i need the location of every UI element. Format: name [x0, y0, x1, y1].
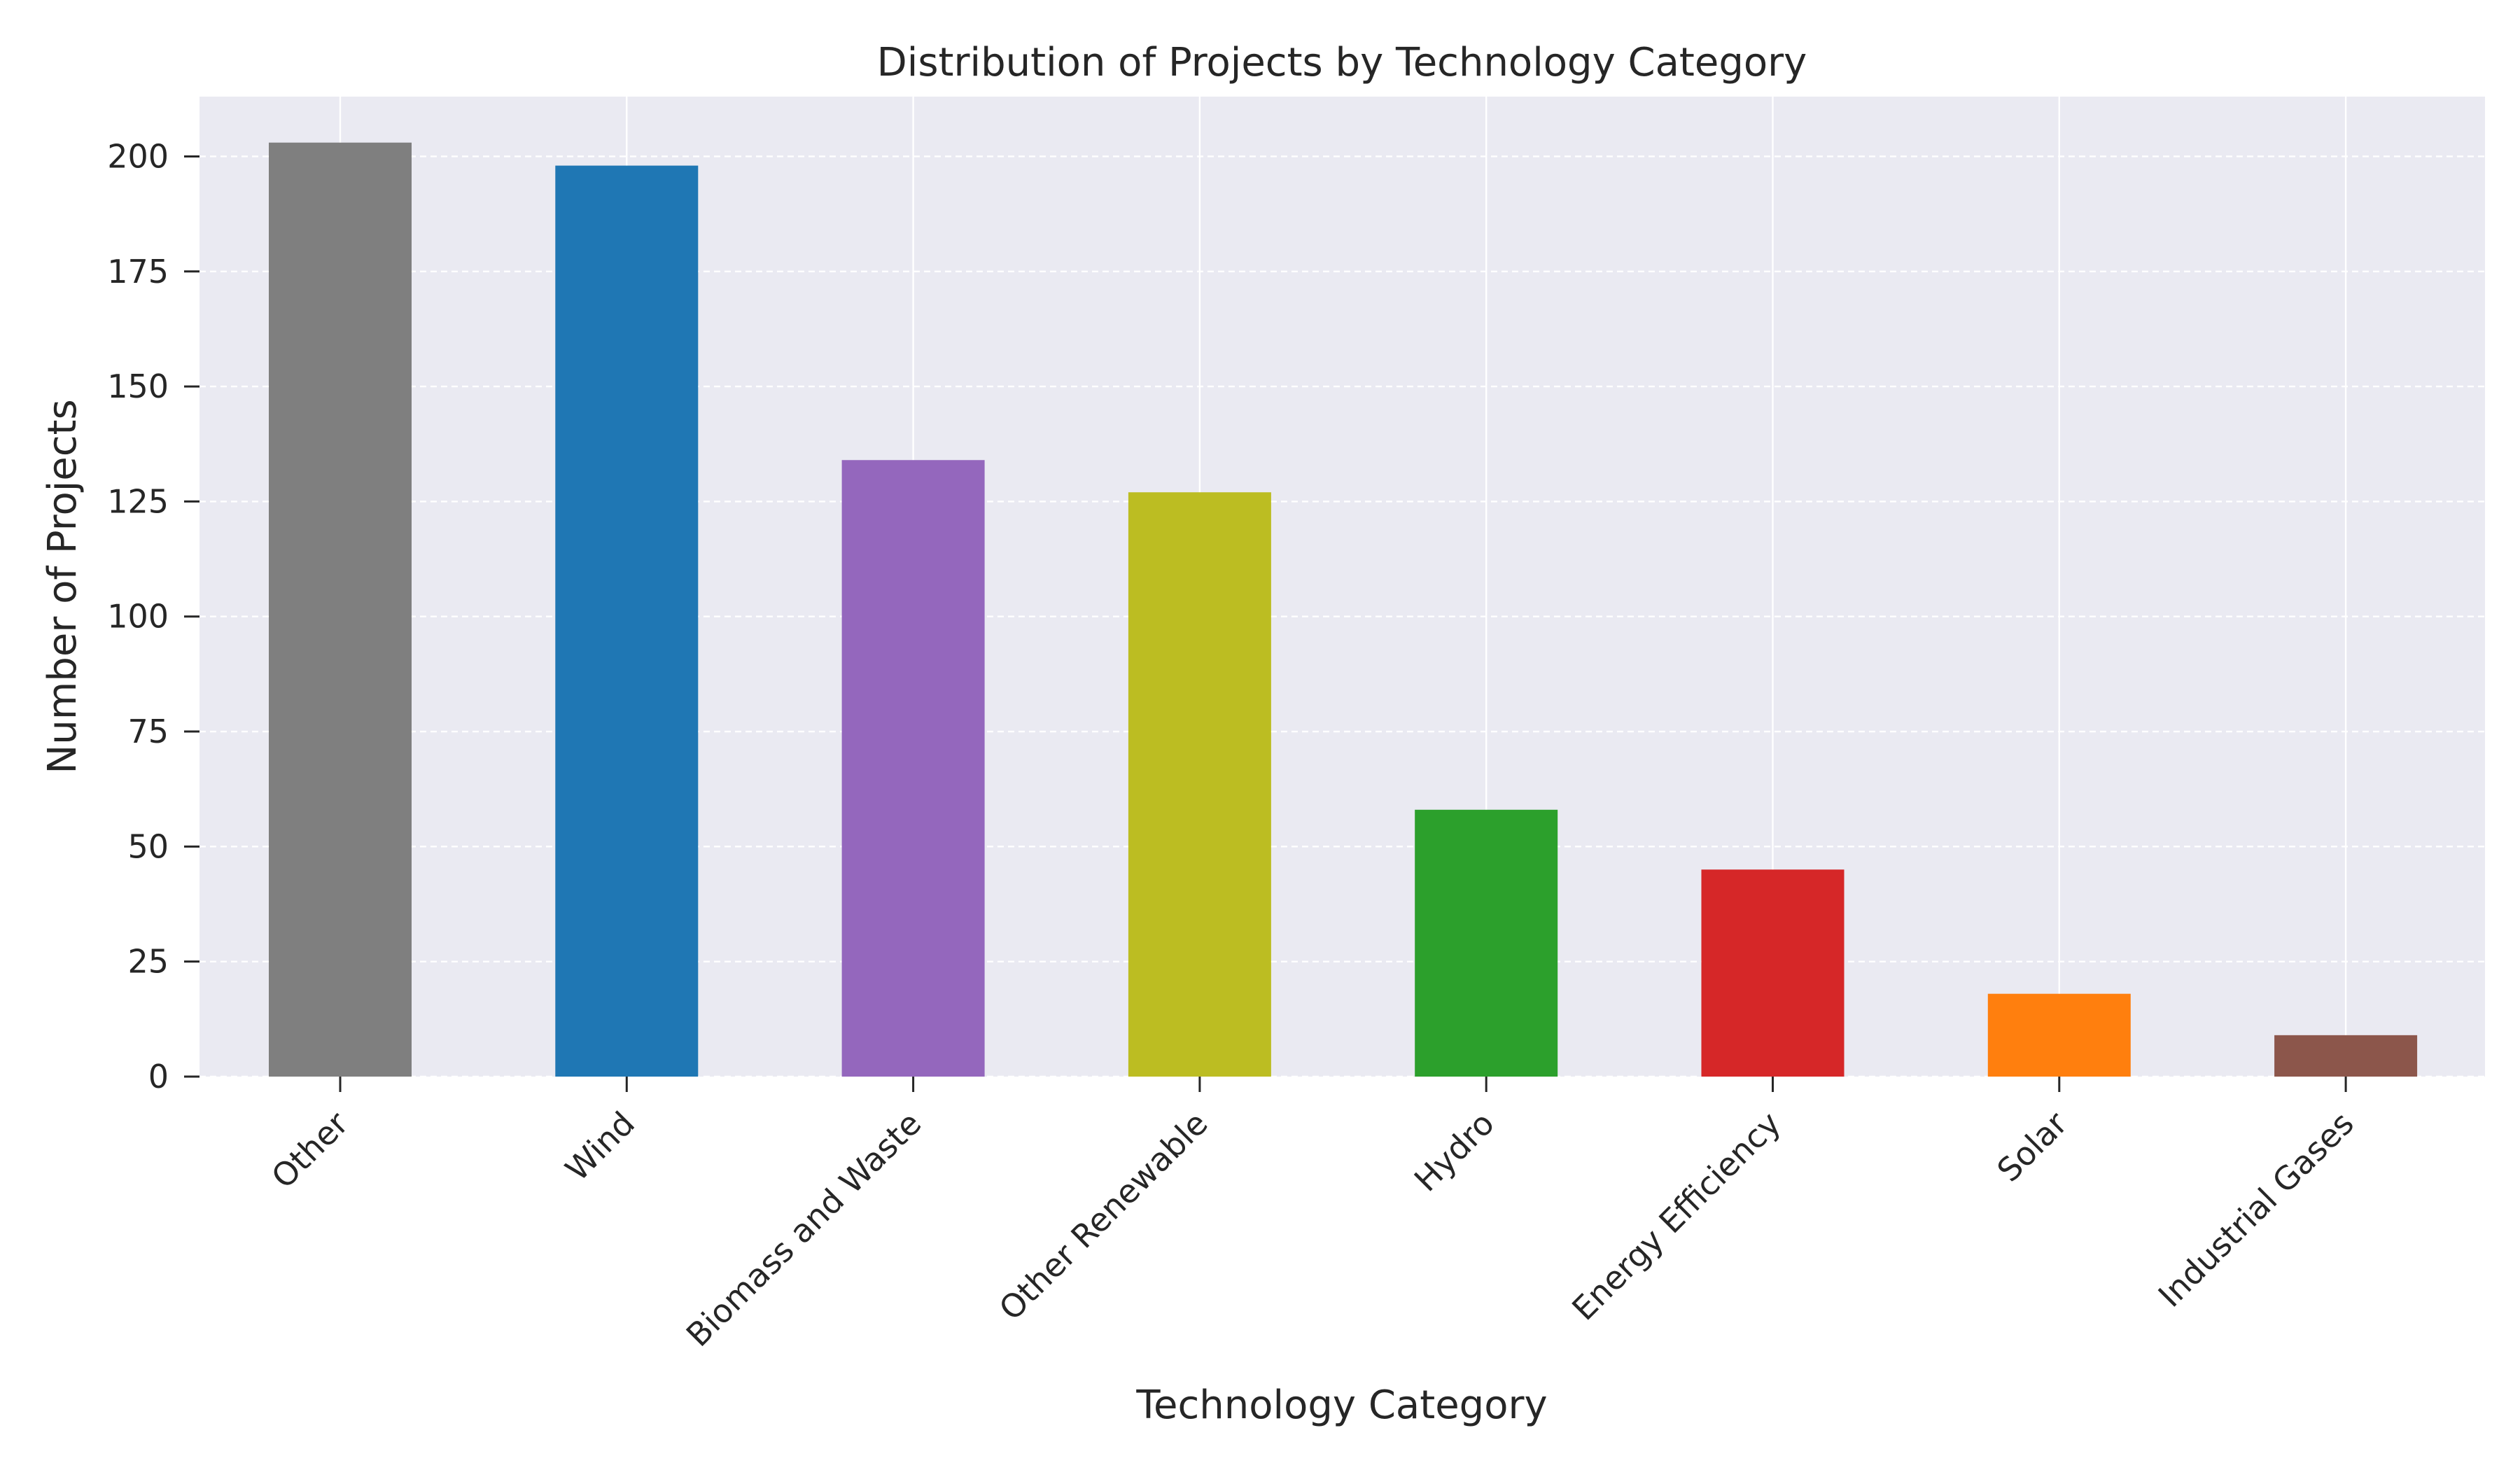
bar-other-renewable [1128, 492, 1271, 1077]
y-tick-label: 175 [107, 253, 169, 290]
bar-hydro [1415, 809, 1558, 1077]
bar-energy-efficiency [1701, 869, 1844, 1077]
y-tick-label: 50 [127, 827, 169, 865]
y-tick-label: 150 [107, 368, 169, 405]
chart-title: Distribution of Projects by Technology C… [877, 40, 1807, 85]
x-axis-title: Technology Category [1135, 1382, 1547, 1428]
y-axis-ticks: 0 25 50 75 100 125 150 175 200 [107, 137, 200, 1096]
bar-solar [1987, 993, 2131, 1077]
bars [269, 142, 2418, 1077]
bar-biomass-and-waste [841, 460, 985, 1077]
y-tick-label: 125 [107, 482, 169, 520]
y-tick-label: 75 [127, 713, 169, 750]
y-tick-label: 100 [107, 598, 169, 636]
bar-wind [555, 165, 699, 1077]
plot-area [200, 97, 2485, 1077]
y-tick-label: 25 [127, 943, 169, 981]
bar-industrial-gases [2274, 1035, 2418, 1077]
y-tick-label: 200 [107, 137, 169, 175]
y-tick-label: 0 [148, 1058, 169, 1096]
y-axis-title: Number of Projects [40, 399, 85, 774]
bar-other [269, 142, 412, 1077]
